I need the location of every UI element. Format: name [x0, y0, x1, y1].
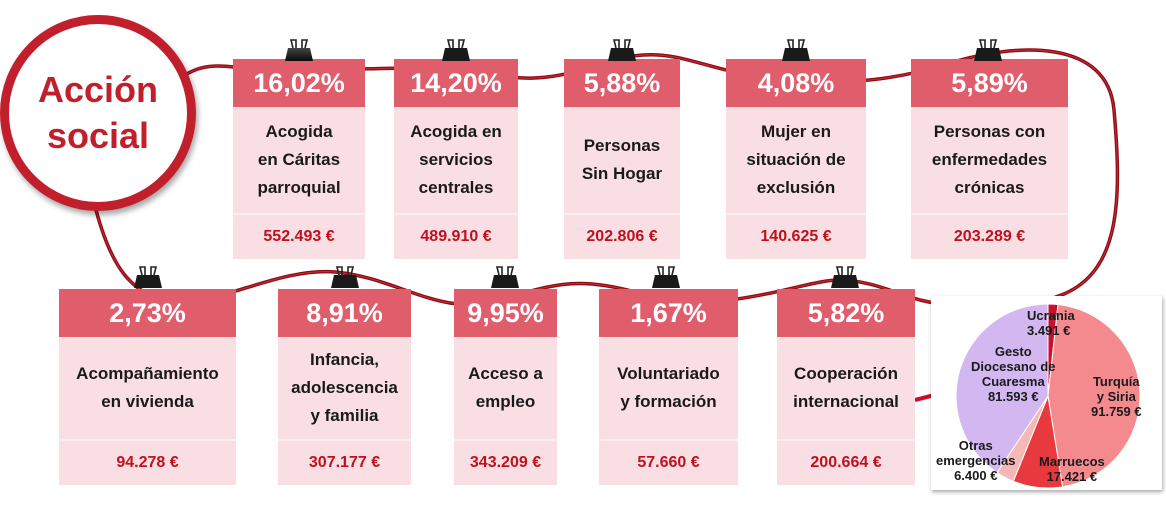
- card-amount: 202.806 €: [586, 228, 658, 245]
- card-label: Infancia, adolescencia y familia: [278, 337, 411, 441]
- card-percentage: 5,89%: [911, 59, 1068, 107]
- card-mujer-exclusion: 4,08% Mujer en situación de exclusión 140.…: [726, 59, 866, 259]
- pie-label-turquia-siria: Turquía y Siria 91.759 €: [1091, 374, 1142, 419]
- binder-clip-icon: [285, 39, 313, 61]
- card-label: Personas Sin Hogar: [564, 107, 680, 215]
- binder-clip-icon: [652, 266, 680, 288]
- binder-clip-icon: [331, 266, 359, 288]
- binder-clip-icon: [608, 39, 636, 61]
- binder-clip-icon: [831, 266, 859, 288]
- card-amount: 489.910 €: [420, 228, 492, 245]
- card-amount: 57.660 €: [637, 454, 700, 471]
- card-label: Acogida en Cáritas parroquial: [233, 107, 365, 215]
- pie-label-ucrania: Ucrania 3.491 €: [1027, 308, 1075, 338]
- card-percentage: 2,73%: [59, 289, 236, 337]
- pie-label-otras-emergencias: Otras emergencias 6.400 €: [936, 438, 1016, 483]
- title-line-2: social: [46, 115, 150, 156]
- card-acogida-caritas-parroquial: 16,02% Acogida en Cáritas parroquial 552.4…: [233, 59, 365, 259]
- card-voluntariado-formacion: 1,67% Voluntariado y formación 57.660 €: [599, 289, 738, 485]
- card-amount: 203.289 €: [953, 228, 1026, 245]
- card-label: Voluntariado y formación: [599, 337, 738, 441]
- card-amount: 552.493 €: [263, 228, 335, 245]
- card-amount: 307.177 €: [308, 454, 381, 471]
- card-label: Mujer en situación de exclusión: [726, 107, 866, 215]
- card-label: Acceso a empleo: [454, 337, 557, 441]
- card-personas-enfermedades-cronicas: 5,89% Personas con enfermedades crónicas 2…: [911, 59, 1068, 259]
- pie-slice-turqu-a-y-siria: [1047, 303, 1141, 488]
- pie-slice-gesto-diocesano-de-cuaresma: [955, 303, 1049, 474]
- pie-label-gesto-diocesano: Gesto Diocesano de Cuaresma 81.593 €: [971, 344, 1056, 404]
- card-acogida-servicios-centrales: 14,20% Acogida en servicios centrales 489.…: [394, 59, 518, 259]
- card-label: Cooperación internacional: [777, 337, 915, 441]
- card-amount: 140.625 €: [760, 228, 832, 245]
- card-percentage: 16,02%: [233, 59, 365, 107]
- cooperation-pie-chart: Ucrania 3.491 € Turquía y Siria 91.759 €…: [931, 296, 1162, 490]
- card-personas-sin-hogar: 5,88% Personas Sin Hogar 202.806 €: [564, 59, 680, 259]
- page-title: Acción social: [38, 67, 158, 159]
- card-amount: 343.209 €: [469, 454, 542, 471]
- card-percentage: 5,88%: [564, 59, 680, 107]
- card-percentage: 1,67%: [599, 289, 738, 337]
- title-line-1: Acción: [37, 69, 159, 110]
- card-percentage: 14,20%: [394, 59, 518, 107]
- title-badge: Acción social: [0, 15, 196, 211]
- card-label: Acogida en servicios centrales: [394, 107, 518, 215]
- card-amount: 94.278 €: [116, 454, 179, 471]
- card-percentage: 5,82%: [777, 289, 915, 337]
- binder-clip-icon: [491, 266, 519, 288]
- card-percentage: 4,08%: [726, 59, 866, 107]
- binder-clip-icon: [134, 266, 162, 288]
- pie-chart-svg: [955, 303, 1141, 489]
- binder-clip-icon: [442, 39, 470, 61]
- card-amount: 200.664 €: [810, 454, 882, 471]
- card-cooperacion-internacional: 5,82% Cooperación internacional 200.664 €: [777, 289, 915, 485]
- card-label: Acompañamiento en vivienda: [59, 337, 236, 441]
- card-acceso-empleo: 9,95% Acceso a empleo 343.209 €: [454, 289, 557, 485]
- binder-clip-icon: [782, 39, 810, 61]
- card-percentage: 8,91%: [278, 289, 411, 337]
- card-percentage: 9,95%: [454, 289, 557, 337]
- card-label: Personas con enfermedades crónicas: [911, 107, 1068, 215]
- binder-clip-icon: [974, 39, 1002, 61]
- card-acompanamiento-vivienda: 2,73% Acompañamiento en vivienda 94.278 €: [59, 289, 236, 485]
- card-infancia-adolescencia-familia: 8,91% Infancia, adolescencia y familia 307…: [278, 289, 411, 485]
- pie-label-marruecos: Marruecos 17.421 €: [1039, 454, 1105, 484]
